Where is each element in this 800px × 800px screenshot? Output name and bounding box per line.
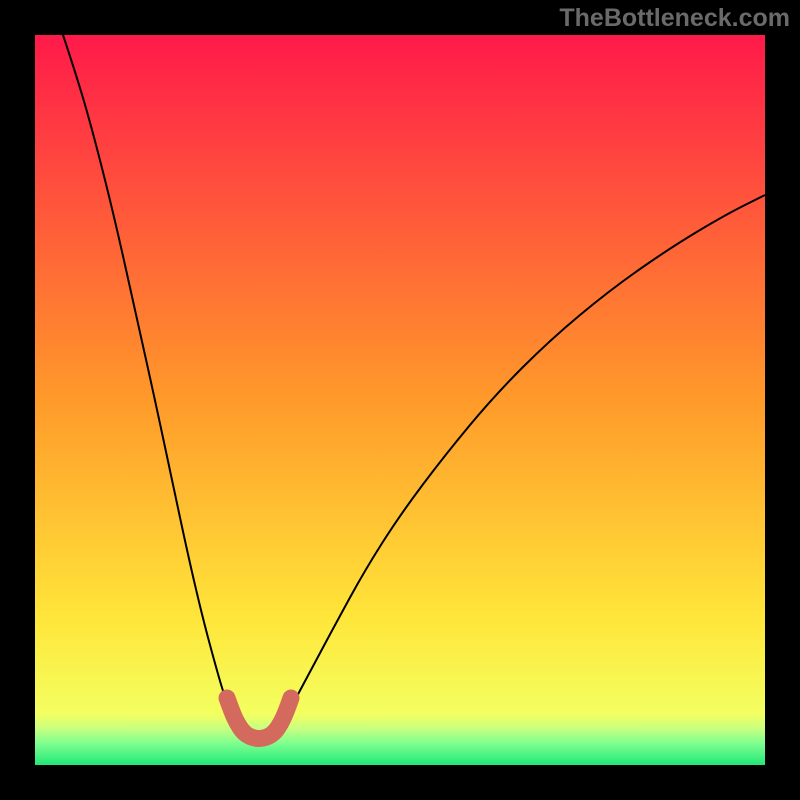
- right-curve: [275, 195, 765, 736]
- watermark-text: TheBottleneck.com: [559, 4, 790, 33]
- curves-layer: [0, 0, 800, 800]
- bottom-u-mark: [227, 698, 291, 739]
- left-curve: [63, 35, 243, 736]
- chart-container: TheBottleneck.com: [0, 0, 800, 800]
